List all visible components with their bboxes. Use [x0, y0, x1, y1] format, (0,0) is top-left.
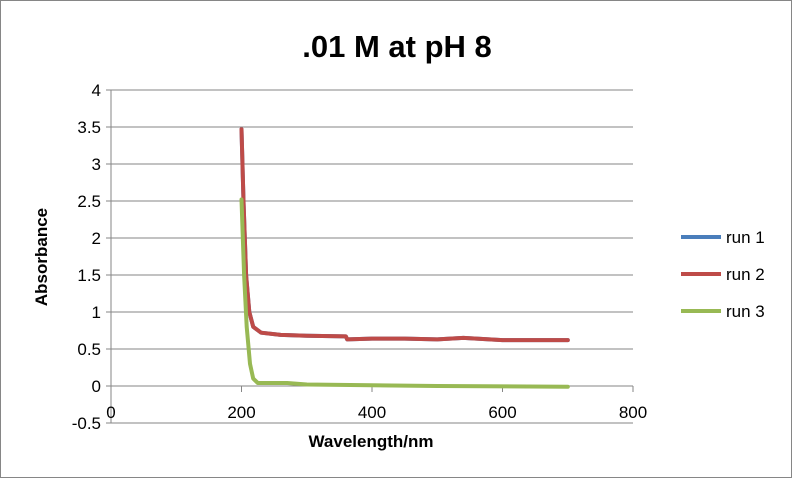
legend-label: run 3: [726, 302, 765, 321]
x-axis-label: Wavelength/nm: [309, 432, 434, 451]
y-tick-label: 4: [92, 81, 101, 100]
x-tick-label: 200: [227, 403, 255, 422]
x-tick-label: 0: [106, 403, 115, 422]
x-tick-label: 400: [358, 403, 386, 422]
y-tick-label: 1.5: [77, 266, 101, 285]
y-tick-label: 0: [92, 377, 101, 396]
chart-title: .01 M at pH 8: [302, 29, 492, 64]
y-tick-label: 0.5: [77, 340, 101, 359]
x-tick-label: 600: [488, 403, 516, 422]
y-tick-label: 3: [92, 155, 101, 174]
y-tick-label: 2: [92, 229, 101, 248]
legend-label: run 2: [726, 265, 765, 284]
y-tick-label: 1: [92, 303, 101, 322]
series-line-run-3: [239, 197, 570, 389]
y-tick-label: 2.5: [77, 192, 101, 211]
series-line-run-2: [239, 127, 570, 343]
legend-label: run 1: [726, 228, 765, 247]
y-axis-label: Absorbance: [32, 208, 51, 306]
series-line-run-1: [239, 127, 570, 343]
y-tick-label: -0.5: [72, 414, 101, 433]
x-tick-label: 800: [619, 403, 647, 422]
y-tick-label: 3.5: [77, 118, 101, 137]
